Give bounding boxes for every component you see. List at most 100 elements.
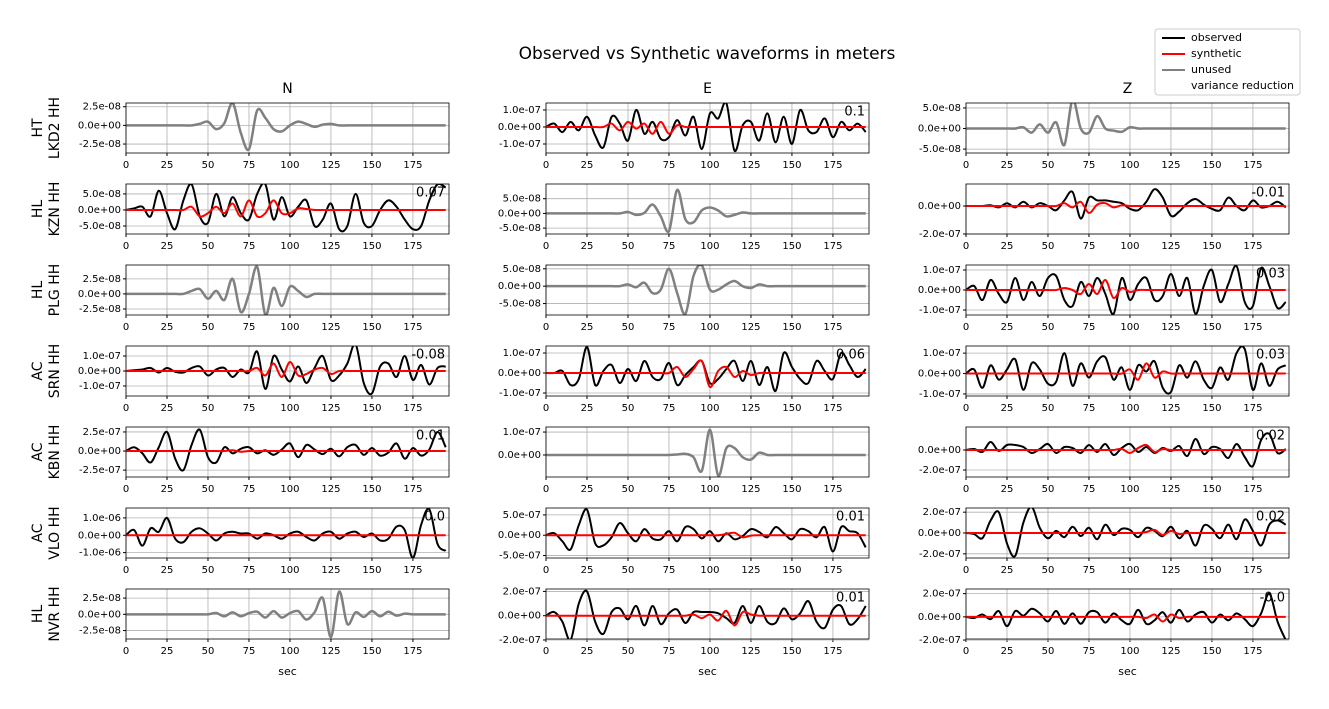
- x-tick-label: 50: [1042, 565, 1055, 576]
- x-tick-label: 50: [202, 160, 215, 171]
- waveform: [546, 428, 866, 477]
- x-tick-label: 150: [1202, 322, 1221, 333]
- panel-frame: [545, 102, 870, 154]
- y-tick-label: -5.0e-07: [499, 551, 541, 562]
- legend-label: unused: [1191, 63, 1231, 76]
- x-tick-label: 100: [700, 160, 719, 171]
- column-title: N: [282, 81, 292, 97]
- variance-reduction: 0.1: [844, 105, 865, 120]
- x-axis-label: sec: [1118, 665, 1137, 678]
- x-tick-label: 75: [663, 322, 676, 333]
- x-tick-label: 100: [1120, 565, 1139, 576]
- x-tick-label: 25: [161, 646, 174, 657]
- x-tick-label: 175: [403, 241, 422, 252]
- x-tick-label: 25: [161, 241, 174, 252]
- y-tick-label: 5.0e-07: [503, 510, 541, 521]
- x-tick-label: 50: [202, 646, 215, 657]
- x-tick-label: 75: [1083, 160, 1096, 171]
- panel-frame: [965, 426, 1290, 478]
- row-station: PLG HH: [47, 264, 63, 317]
- x-tick-label: 75: [243, 646, 256, 657]
- x-tick-label: 175: [1243, 403, 1262, 414]
- y-tick-label: 0.0e+00: [78, 366, 121, 377]
- x-tick-label: 125: [1161, 484, 1180, 495]
- x-tick-label: 150: [782, 484, 801, 495]
- y-tick-label: -2.5e-08: [79, 304, 121, 315]
- x-tick-label: 50: [202, 484, 215, 495]
- x-tick-label: 125: [741, 403, 760, 414]
- x-tick-label: 175: [1243, 646, 1262, 657]
- y-tick-label: 0.0e+00: [918, 445, 961, 456]
- panel-frame: [125, 507, 450, 559]
- y-tick-label: -5.0e-08: [499, 223, 541, 234]
- x-tick-label: 100: [1120, 241, 1139, 252]
- x-tick-label: 100: [280, 646, 299, 657]
- x-tick-label: 175: [403, 646, 422, 657]
- row-station: VLO HH: [47, 506, 63, 559]
- y-tick-label: 5.0e-08: [923, 103, 961, 114]
- y-tick-label: 2.0e-07: [923, 507, 961, 518]
- x-tick-label: 50: [202, 403, 215, 414]
- panel-frame: [545, 183, 870, 235]
- x-tick-label: 125: [321, 565, 340, 576]
- y-tick-label: 0.0e+00: [78, 120, 121, 131]
- row-network: AC: [30, 442, 46, 461]
- x-tick-label: 150: [1202, 646, 1221, 657]
- y-tick-label: -1.0e-07: [919, 389, 961, 400]
- y-tick-label: 0.0e+00: [78, 609, 121, 620]
- waveform: [966, 346, 1287, 395]
- x-tick-label: 0: [963, 322, 969, 333]
- x-tick-label: 50: [622, 160, 635, 171]
- legend-label: synthetic: [1191, 47, 1242, 60]
- panel-frame: [125, 588, 450, 640]
- x-tick-label: 75: [1083, 646, 1096, 657]
- x-tick-label: 75: [1083, 241, 1096, 252]
- x-tick-label: 75: [243, 565, 256, 576]
- waveform: [546, 589, 867, 639]
- variance-reduction: 0.02: [1256, 429, 1285, 444]
- waveform: [966, 279, 1286, 300]
- variance-reduction: 0.01: [836, 510, 865, 525]
- x-tick-label: 150: [782, 646, 801, 657]
- y-tick-label: 1.0e-07: [503, 427, 541, 438]
- y-tick-label: 1.0e-07: [503, 105, 541, 116]
- panel-frame: [965, 264, 1290, 316]
- y-tick-label: 2.5e-08: [83, 274, 121, 285]
- y-tick-label: 0.0e+00: [498, 450, 541, 461]
- panel-frame: [125, 264, 450, 316]
- variance-reduction: 0.07: [416, 186, 445, 201]
- waveform: [126, 428, 447, 472]
- variance-reduction: -0.01: [1251, 186, 1285, 201]
- x-tick-label: 150: [1202, 484, 1221, 495]
- y-tick-label: -1.0e-07: [79, 381, 121, 392]
- panel-frame: [965, 345, 1290, 397]
- waveform: [966, 528, 1286, 537]
- x-tick-label: 25: [581, 241, 594, 252]
- x-tick-label: 125: [741, 322, 760, 333]
- x-tick-label: 100: [1120, 484, 1139, 495]
- x-tick-label: 25: [1001, 241, 1014, 252]
- waveform: [546, 609, 866, 627]
- x-tick-label: 100: [280, 160, 299, 171]
- x-tick-label: 150: [1202, 241, 1221, 252]
- x-tick-label: 100: [1120, 160, 1139, 171]
- y-tick-label: 0.0e+00: [78, 205, 121, 216]
- column-title: E: [703, 81, 712, 97]
- x-tick-label: 150: [782, 241, 801, 252]
- x-tick-label: 125: [1161, 565, 1180, 576]
- x-tick-label: 25: [581, 646, 594, 657]
- x-tick-label: 175: [1243, 322, 1262, 333]
- x-tick-label: 125: [321, 646, 340, 657]
- x-tick-label: 0: [543, 484, 549, 495]
- x-tick-label: 175: [403, 565, 422, 576]
- column-title: Z: [1123, 81, 1133, 97]
- panel-frame: [545, 345, 870, 397]
- row-network: AC: [30, 523, 46, 542]
- panel-frame: [545, 507, 870, 559]
- x-tick-label: 125: [741, 565, 760, 576]
- legend-note: variance reduction: [1191, 79, 1294, 92]
- x-tick-label: 175: [403, 403, 422, 414]
- x-tick-label: 50: [1042, 646, 1055, 657]
- x-tick-label: 75: [663, 403, 676, 414]
- x-tick-label: 125: [1161, 403, 1180, 414]
